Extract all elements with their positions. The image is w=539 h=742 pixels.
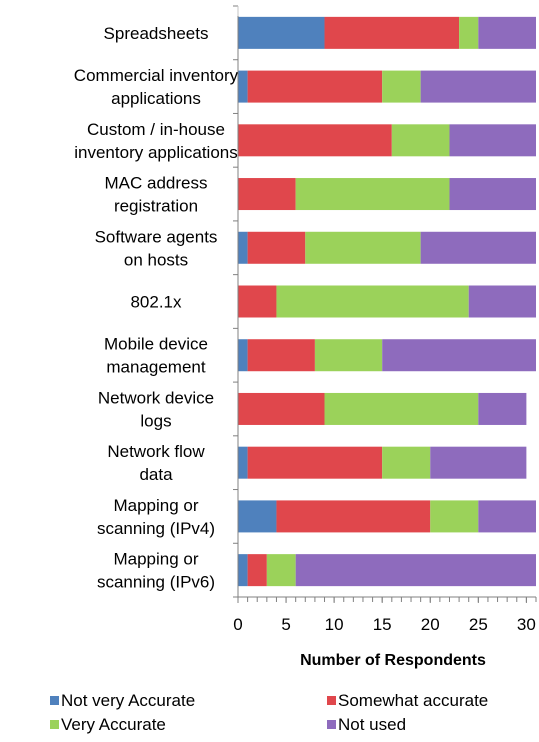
legend-swatch	[50, 720, 59, 729]
x-tick-label: 25	[469, 615, 488, 634]
category-label-line: registration	[114, 197, 198, 216]
legend-label: Not very Accurate	[61, 691, 195, 710]
bar-not-used-0	[478, 16, 536, 49]
category-label: 802.1x	[130, 293, 182, 312]
category-label: Network flow data	[107, 442, 205, 484]
category-label-line: scanning (IPv6)	[97, 573, 215, 592]
bar-somewhat-accurate-5	[238, 285, 277, 318]
category-label: Mapping or scanning (IPv6)	[97, 550, 215, 592]
category-label-line: Network device	[98, 388, 214, 407]
category-label: Software agents on hosts	[95, 227, 218, 269]
category-label-line: Mobile device	[104, 335, 208, 354]
bar-very-accurate-7	[324, 392, 479, 425]
x-tick-label: 30	[517, 615, 536, 634]
bar-very-accurate-9	[430, 500, 479, 533]
legend-swatch	[327, 696, 336, 705]
bar-not-very-accurate-6	[238, 339, 248, 372]
category-label: Custom / in-house inventory applications	[74, 120, 237, 162]
bar-very-accurate-6	[314, 339, 383, 372]
bar-very-accurate-5	[276, 285, 469, 318]
category-label-line: Software agents	[95, 227, 218, 246]
x-tick-label: 0	[233, 615, 242, 634]
bar-not-very-accurate-10	[238, 554, 248, 587]
bar-not-very-accurate-9	[238, 500, 277, 533]
bar-somewhat-accurate-0	[324, 16, 460, 49]
bar-not-used-1	[420, 70, 536, 103]
bar-very-accurate-0	[459, 16, 479, 49]
bar-not-used-4	[420, 231, 536, 264]
bar-somewhat-accurate-2	[238, 124, 392, 157]
category-label-line: data	[139, 465, 173, 484]
bar-somewhat-accurate-1	[247, 70, 383, 103]
bar-somewhat-accurate-4	[247, 231, 306, 264]
bar-very-accurate-4	[305, 231, 421, 264]
bar-not-used-9	[478, 500, 536, 533]
category-label-line: management	[106, 358, 206, 377]
bar-somewhat-accurate-9	[276, 500, 431, 533]
bar-not-used-6	[382, 339, 536, 372]
legend-label: Not used	[338, 715, 406, 734]
legend-swatch	[50, 696, 59, 705]
x-axis-title: Number of Respondents	[300, 652, 486, 669]
x-tick-label: 20	[421, 615, 440, 634]
bar-somewhat-accurate-6	[247, 339, 315, 372]
category-label-line: logs	[140, 411, 171, 430]
bar-very-accurate-1	[382, 70, 421, 103]
legend-swatch	[327, 720, 336, 729]
bar-somewhat-accurate-3	[238, 178, 296, 211]
x-tick-label: 5	[281, 615, 290, 634]
bar-not-very-accurate-8	[238, 446, 248, 479]
category-label-line: on hosts	[124, 250, 188, 269]
bar-not-used-8	[430, 446, 527, 479]
bar-somewhat-accurate-7	[238, 392, 325, 425]
bar-not-used-7	[478, 392, 527, 425]
bars-group	[238, 16, 536, 587]
category-label-line: Mapping or	[113, 550, 198, 569]
category-label-line: Spreadsheets	[104, 24, 209, 43]
category-label-line: MAC address	[105, 174, 208, 193]
x-tick-label: 15	[373, 615, 392, 634]
category-label: Mapping or scanning (IPv4)	[97, 496, 215, 538]
bar-very-accurate-8	[382, 446, 431, 479]
bar-not-used-5	[468, 285, 536, 318]
category-label-line: Network flow	[107, 442, 205, 461]
legend-label: Somewhat accurate	[338, 691, 488, 710]
category-label: MAC address registration	[105, 174, 208, 216]
category-label-line: scanning (IPv4)	[97, 519, 215, 538]
x-axis-ticks: 0 5 10 15 20 25 30	[233, 6, 537, 634]
category-label-line: 802.1x	[130, 293, 182, 312]
x-tick-label: 10	[325, 615, 344, 634]
category-label-line: Commercial inventory	[74, 66, 239, 85]
bar-very-accurate-2	[391, 124, 450, 157]
category-labels: Spreadsheets Commercial inventory applicat…	[74, 24, 239, 592]
category-label: Network device logs	[98, 388, 214, 430]
bar-not-very-accurate-1	[238, 70, 248, 103]
bar-not-used-3	[449, 178, 536, 211]
bar-not-very-accurate-0	[238, 16, 325, 49]
bar-somewhat-accurate-10	[247, 554, 267, 587]
category-label-line: inventory applications	[74, 143, 237, 162]
category-label-line: Custom / in-house	[87, 120, 225, 139]
bar-not-used-10	[295, 554, 536, 587]
category-label: Mobile device management	[104, 335, 208, 377]
category-label: Commercial inventory applications	[74, 66, 239, 108]
category-label: Spreadsheets	[104, 24, 209, 43]
bar-not-very-accurate-4	[238, 231, 248, 264]
category-label-line: applications	[111, 89, 201, 108]
bar-somewhat-accurate-8	[247, 446, 383, 479]
bar-not-used-2	[449, 124, 536, 157]
legend: Not very Accurate Somewhat accurate Very A…	[50, 691, 488, 734]
bar-very-accurate-3	[295, 178, 450, 211]
category-label-line: Mapping or	[113, 496, 198, 515]
y-axis-ticks	[233, 5, 238, 598]
legend-label: Very Accurate	[61, 715, 166, 734]
bar-very-accurate-10	[266, 554, 296, 587]
